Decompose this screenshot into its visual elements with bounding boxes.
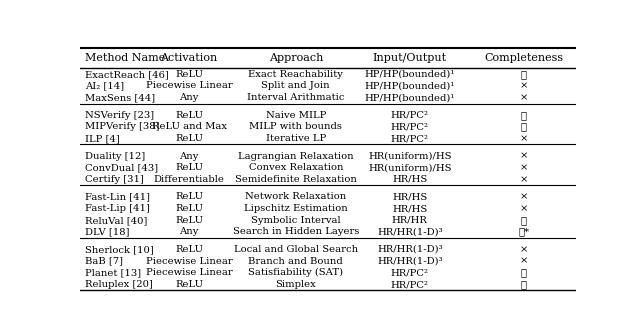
Text: Network Relaxation: Network Relaxation [245,193,346,202]
Text: Reluplex [20]: Reluplex [20] [85,280,153,289]
Text: Semidefinite Relaxation: Semidefinite Relaxation [235,175,356,184]
Text: ✓: ✓ [521,70,527,79]
Text: ×: × [520,245,528,254]
Text: Local and Global Search: Local and Global Search [234,245,358,254]
Text: ReLU: ReLU [175,245,203,254]
Text: ReluVal [40]: ReluVal [40] [85,216,147,225]
Text: ReLU: ReLU [175,70,203,79]
Text: HR/HS: HR/HS [392,204,428,213]
Text: Completeness: Completeness [484,53,563,63]
Text: ✓: ✓ [521,111,527,120]
Text: ✓: ✓ [521,280,527,289]
Text: MILP with bounds: MILP with bounds [250,123,342,131]
Text: BaB [7]: BaB [7] [85,257,123,266]
Text: DLV [18]: DLV [18] [85,227,129,236]
Text: ✓*: ✓* [518,227,529,236]
Text: Interval Arithmatic: Interval Arithmatic [247,93,344,102]
Text: HR/HR(1-D)³: HR/HR(1-D)³ [377,245,443,254]
Text: Split and Join: Split and Join [262,81,330,91]
Text: ×: × [520,134,528,143]
Text: HR/HR: HR/HR [392,216,428,225]
Text: ✓: ✓ [521,268,527,277]
Text: ExactReach [46]: ExactReach [46] [85,70,169,79]
Text: HR/PC²: HR/PC² [391,268,429,277]
Text: ReLU and Max: ReLU and Max [152,123,227,131]
Text: Any: Any [179,227,199,236]
Text: HR/HR(1-D)³: HR/HR(1-D)³ [377,227,443,236]
Text: Search in Hidden Layers: Search in Hidden Layers [232,227,359,236]
Text: HR/HS: HR/HS [392,175,428,184]
Text: Branch and Bound: Branch and Bound [248,257,343,266]
Text: Piecewise Linear: Piecewise Linear [146,81,232,91]
Text: Simplex: Simplex [275,280,316,289]
Text: ×: × [520,93,528,102]
Text: Convex Relaxation: Convex Relaxation [248,163,343,172]
Text: HR/PC²: HR/PC² [391,123,429,131]
Text: HR/PC²: HR/PC² [391,134,429,143]
Text: ✓: ✓ [521,123,527,131]
Text: Method Name: Method Name [85,53,165,63]
Text: ×: × [520,81,528,91]
Text: Naive MILP: Naive MILP [266,111,326,120]
Text: MIPVerify [38]: MIPVerify [38] [85,123,159,131]
Text: Any: Any [179,93,199,102]
Text: Piecewise Linear: Piecewise Linear [146,268,232,277]
Text: HR/HR(1-D)³: HR/HR(1-D)³ [377,257,443,266]
Text: ReLU: ReLU [175,204,203,213]
Text: Activation: Activation [161,53,218,63]
Text: ×: × [520,193,528,202]
Text: Exact Reachability: Exact Reachability [248,70,343,79]
Text: HR/PC²: HR/PC² [391,280,429,289]
Text: ConvDual [43]: ConvDual [43] [85,163,158,172]
Text: Duality [12]: Duality [12] [85,152,145,161]
Text: ×: × [520,257,528,266]
Text: HP/HP(bounded)¹: HP/HP(bounded)¹ [365,70,455,79]
Text: HP/HP(bounded)¹: HP/HP(bounded)¹ [365,93,455,102]
Text: ReLU: ReLU [175,216,203,225]
Text: Planet [13]: Planet [13] [85,268,141,277]
Text: HR(uniform)/HS: HR(uniform)/HS [368,152,452,161]
Text: Sherlock [10]: Sherlock [10] [85,245,154,254]
Text: HR/PC²: HR/PC² [391,111,429,120]
Text: ReLU: ReLU [175,111,203,120]
Text: HP/HP(bounded)¹: HP/HP(bounded)¹ [365,81,455,91]
Text: Fast-Lip [41]: Fast-Lip [41] [85,204,150,213]
Text: ×: × [520,152,528,161]
Text: Input/Output: Input/Output [372,53,447,63]
Text: Certify [31]: Certify [31] [85,175,144,184]
Text: Approach: Approach [269,53,323,63]
Text: AI₂ [14]: AI₂ [14] [85,81,124,91]
Text: HR/HS: HR/HS [392,193,428,202]
Text: ✓: ✓ [521,216,527,225]
Text: Symbolic Interval: Symbolic Interval [251,216,340,225]
Text: ReLU: ReLU [175,163,203,172]
Text: Iterative LP: Iterative LP [266,134,326,143]
Text: Fast-Lin [41]: Fast-Lin [41] [85,193,150,202]
Text: MaxSens [44]: MaxSens [44] [85,93,155,102]
Text: ×: × [520,163,528,172]
Text: ReLU: ReLU [175,134,203,143]
Text: Any: Any [179,152,199,161]
Text: ReLU: ReLU [175,280,203,289]
Text: ×: × [520,175,528,184]
Text: Piecewise Linear: Piecewise Linear [146,257,232,266]
Text: Lagrangian Relaxation: Lagrangian Relaxation [238,152,353,161]
Text: Lipschitz Estimation: Lipschitz Estimation [244,204,348,213]
Text: HR(uniform)/HS: HR(uniform)/HS [368,163,452,172]
Text: ×: × [520,204,528,213]
Text: ILP [4]: ILP [4] [85,134,120,143]
Text: Differentiable: Differentiable [154,175,225,184]
Text: ReLU: ReLU [175,193,203,202]
Text: Satisfiability (SAT): Satisfiability (SAT) [248,268,343,278]
Text: NSVerify [23]: NSVerify [23] [85,111,154,120]
